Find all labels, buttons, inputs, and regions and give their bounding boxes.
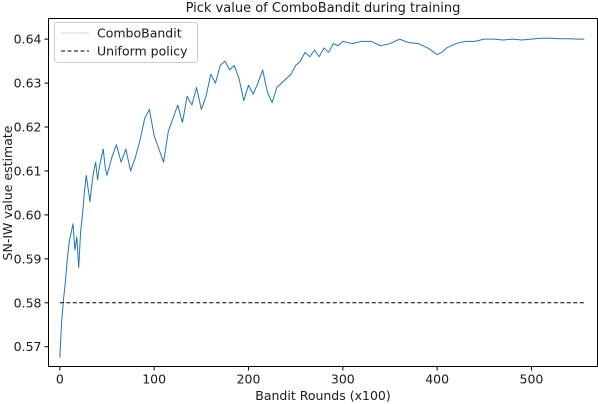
y-tick-label: 0.60 <box>14 207 42 222</box>
x-tick-label: 400 <box>425 372 449 387</box>
legend-label-combobandit: ComboBandit <box>97 26 182 41</box>
y-tick-label: 0.59 <box>14 251 42 266</box>
series-line-combobandit <box>59 37 585 358</box>
x-tick-label: 500 <box>520 372 544 387</box>
plot-area <box>48 18 598 367</box>
y-tick-label: 0.61 <box>14 163 42 178</box>
x-tick-label: 100 <box>142 372 166 387</box>
y-tick-label: 0.63 <box>14 76 42 91</box>
chart-title: Pick value of ComboBandit during trainin… <box>186 1 461 16</box>
x-tick-label: 0 <box>56 372 64 387</box>
x-axis: 0 100 200 300 400 500 <box>56 366 544 387</box>
y-tick-label: 0.57 <box>14 339 42 354</box>
y-axis-title: SN-IW value estimate <box>0 125 15 260</box>
series-layer <box>59 37 585 358</box>
legend: ComboBandit Uniform policy <box>54 22 198 63</box>
x-tick-label: 200 <box>237 372 261 387</box>
legend-label-uniform-policy: Uniform policy <box>97 44 188 59</box>
y-axis: 0.57 0.58 0.59 0.60 0.61 0.62 0.63 0.64 <box>14 32 49 354</box>
y-tick-label: 0.64 <box>14 32 42 47</box>
legend-box <box>54 22 198 63</box>
x-axis-title: Bandit Rounds (x100) <box>255 388 391 403</box>
y-tick-label: 0.58 <box>14 295 42 310</box>
x-tick-label: 300 <box>331 372 355 387</box>
y-tick-label: 0.62 <box>14 120 42 135</box>
